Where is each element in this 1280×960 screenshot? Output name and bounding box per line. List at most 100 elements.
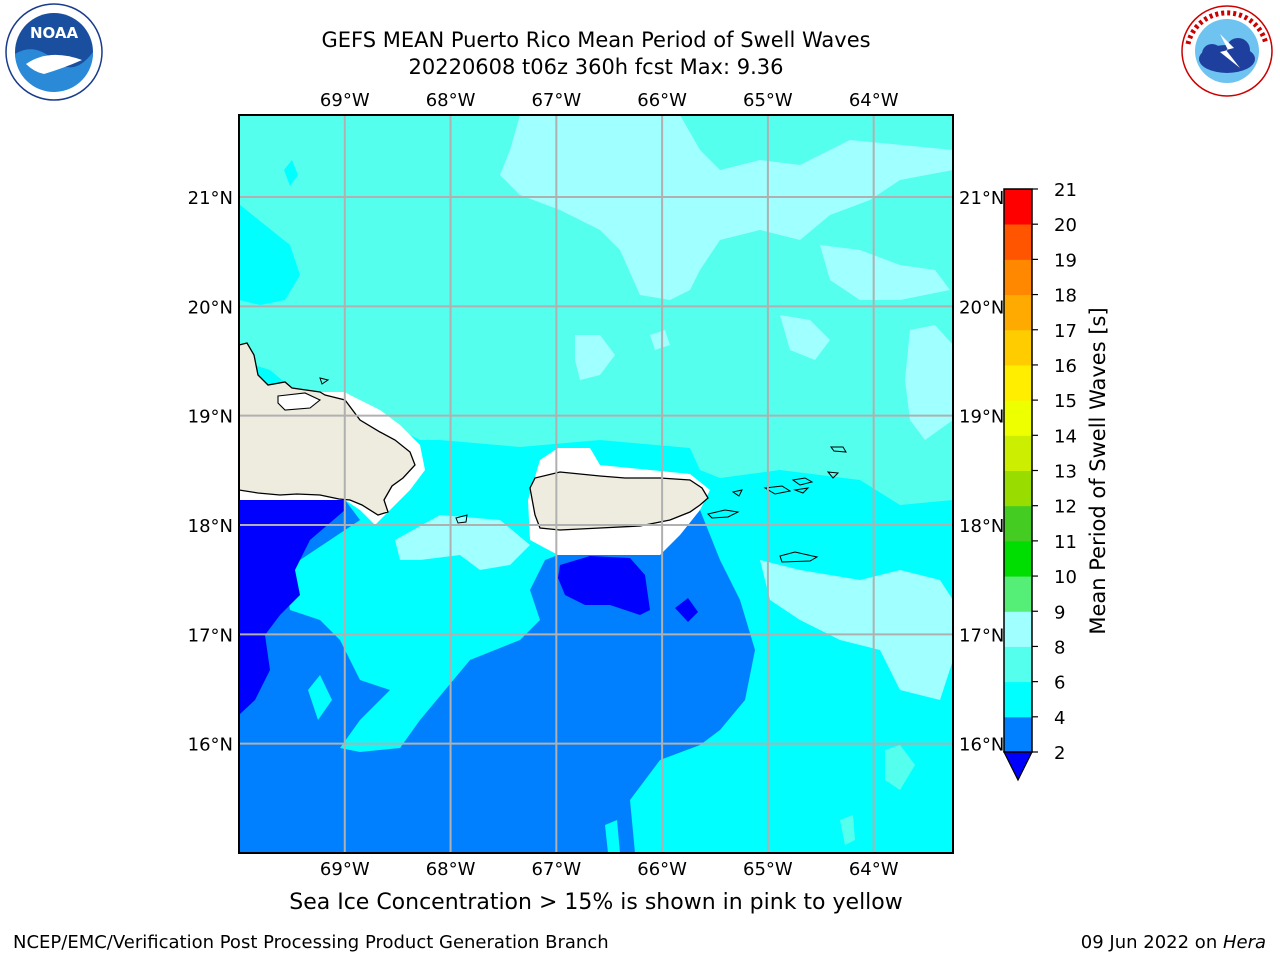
colorbar-tick-label: 18: [1054, 286, 1077, 307]
colorbar-tick-label: 15: [1054, 391, 1077, 412]
lat-label-left: 18°N: [188, 516, 233, 537]
colorbar: 2 4 6 8 9 10 11 12 13 14 15 16 17 18 19 20 21: [1003, 180, 1077, 782]
colorbar-tick-label: 11: [1054, 532, 1077, 553]
island-culebra: [731, 489, 743, 497]
lon-label-bottom: 67°W: [531, 859, 581, 880]
colorbar-tick-label: 19: [1054, 250, 1077, 271]
colorbar-segment: [1004, 540, 1032, 577]
lat-label-left: 19°N: [188, 407, 233, 428]
colorbar-under-arrow: [1003, 751, 1033, 782]
lon-label-top: 67°W: [531, 90, 581, 111]
footer-credit: NCEP/EMC/Verification Post Processing Pr…: [13, 932, 609, 953]
colorbar-segment: [1004, 294, 1032, 331]
colorbar-segment: [1004, 470, 1032, 507]
gridlines: [239, 115, 953, 853]
lat-label-left: 21°N: [188, 188, 233, 209]
colorbar-tick-label: 21: [1054, 180, 1077, 201]
field-region-6-patch: [308, 675, 332, 720]
lon-label-top: 64°W: [849, 90, 899, 111]
colorbar-segment: [1004, 611, 1032, 647]
lon-label-bottom: 68°W: [426, 859, 476, 880]
colorbar-segment: [1004, 329, 1032, 366]
field-region-6-nw: [239, 205, 300, 305]
lat-label-right: 20°N: [959, 297, 1004, 318]
field-region-9-patch2: [780, 315, 830, 360]
lon-label-top: 65°W: [743, 90, 793, 111]
colorbar-tick-label: 20: [1054, 215, 1077, 236]
island-anegada: [826, 446, 847, 479]
island-vieques: [707, 509, 740, 519]
colorbar-tick-label: 2: [1054, 743, 1065, 764]
field-region-9-east2: [905, 325, 953, 440]
colorbar-segment: [1004, 224, 1032, 260]
lat-label-right: 19°N: [959, 407, 1004, 428]
footer-date-text: 09 Jun 2022 on: [1080, 932, 1223, 953]
lat-label-left: 20°N: [188, 297, 233, 318]
field-region-6-south: [605, 820, 620, 853]
colorbar-segment: [1004, 435, 1032, 471]
colorbar-segment: [1004, 259, 1032, 296]
field-region-9-top2: [590, 115, 690, 160]
colorbar-segment: [1004, 681, 1032, 718]
colorbar-segment-top: [1004, 189, 1032, 225]
colorbar-tick-label: 16: [1054, 356, 1077, 377]
colorbar-tick-label: 13: [1054, 462, 1077, 483]
colorbar-tick-label: 8: [1054, 637, 1065, 658]
colorbar-segment: [1004, 400, 1032, 436]
field-region-9-top: [500, 115, 953, 300]
field-region-9-east: [820, 245, 950, 300]
colorbar-tick-label: 12: [1054, 497, 1077, 518]
land-hispaniola: [239, 342, 416, 516]
noaa-logo-icon: NOAA: [5, 3, 103, 101]
field-region-9-se: [760, 560, 953, 700]
lon-label-bottom: 65°W: [743, 859, 793, 880]
colorbar-tick-label: 9: [1054, 602, 1065, 623]
field-region-9-patch1: [575, 335, 615, 380]
map-border: [238, 114, 954, 854]
map-field: [239, 115, 953, 853]
noaa-logo-text: NOAA: [30, 24, 79, 42]
lon-label-bottom: 69°W: [320, 859, 370, 880]
colorbar-tick-label: 4: [1054, 708, 1065, 729]
footer-machine: Hera: [1222, 932, 1266, 953]
lon-label-top: 69°W: [320, 90, 370, 111]
colorbar-segment: [1004, 505, 1032, 542]
bay-samana: [277, 392, 322, 411]
field-region-8-se2: [885, 745, 915, 790]
map-subtitle: 20220608 t06z 360h fcst Max: 9.36: [408, 55, 784, 79]
sea-ice-note: Sea Ice Concentration > 15% is shown in …: [289, 890, 903, 915]
island-bvi: [791, 477, 814, 494]
map-title: GEFS MEAN Puerto Rico Mean Period of Swe…: [321, 28, 871, 52]
lat-label-right: 18°N: [959, 516, 1004, 537]
field-region-2-dot: [675, 598, 698, 622]
colorbar-segment: [1004, 646, 1032, 683]
field-region-8-se: [840, 815, 855, 845]
lon-label-bottom: 64°W: [849, 859, 899, 880]
lat-label-right: 21°N: [959, 188, 1004, 209]
nws-logo-icon: [1181, 5, 1273, 97]
field-region-6-north: [284, 160, 298, 186]
colorbar-segment: [1004, 364, 1032, 401]
colorbar-tick-label: 17: [1054, 321, 1077, 342]
lon-label-top: 68°W: [426, 90, 476, 111]
field-region-9-patch3: [650, 330, 670, 350]
island-mona: [455, 514, 468, 524]
colorbar-tick-label: 14: [1054, 426, 1077, 447]
lat-label-right: 16°N: [959, 735, 1004, 756]
island-st-croix: [779, 551, 819, 563]
field-region-2-center: [558, 556, 650, 615]
footer-date: 09 Jun 2022 on Hera: [1081, 932, 1266, 953]
lon-label-bottom: 66°W: [637, 859, 687, 880]
lat-label-left: 17°N: [188, 625, 233, 646]
colorbar-segment: [1004, 716, 1032, 753]
lat-label-left: 16°N: [188, 735, 233, 756]
field-region-2-west: [239, 500, 345, 715]
colorbar-segment: [1004, 576, 1032, 612]
coast-detail: [319, 377, 330, 385]
colorbar-tick-label: 6: [1054, 673, 1065, 694]
colorbar-label: Mean Period of Swell Waves [s]: [1086, 307, 1110, 635]
colorbar-tick-label: 10: [1054, 567, 1077, 588]
island-st-thomas: [763, 485, 792, 495]
lat-label-right: 17°N: [959, 625, 1004, 646]
